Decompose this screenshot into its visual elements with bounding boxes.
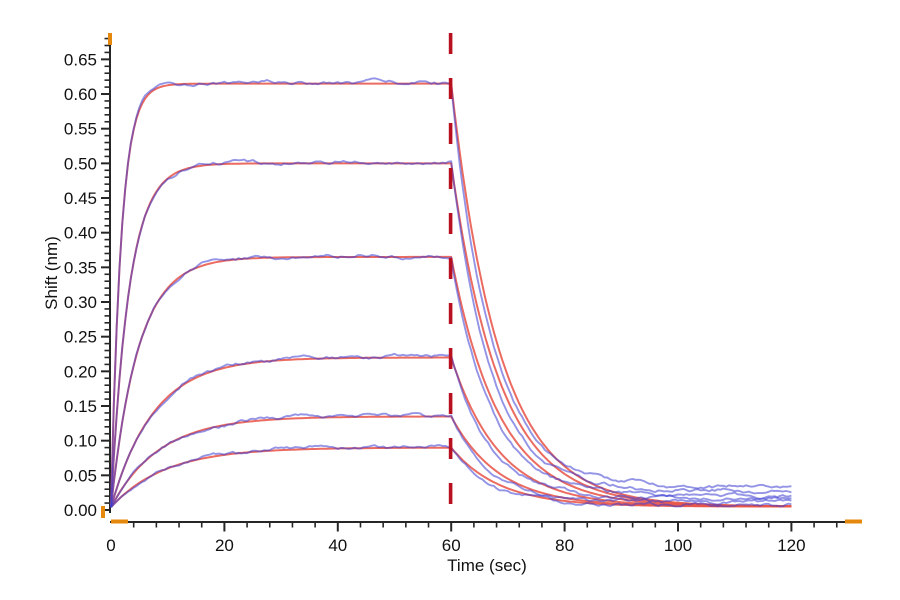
y-axis-tick-label: 0.10 (64, 432, 97, 451)
axis-end-marker (111, 519, 128, 524)
y-axis-tick-label: 0.45 (64, 189, 97, 208)
axes-layer: 0.00 0.05 0.10 0.15 0.20 0.25 0.30 0.35 0.40 0.45… (64, 33, 862, 555)
sensorgram-data-trace-3 (110, 253, 792, 508)
x-axis-tick-label: 40 (328, 536, 347, 555)
y-axis-tick-label: 0.55 (64, 120, 97, 139)
axis-end-marker (845, 519, 862, 524)
kinetic-fit-trace-3 (110, 255, 792, 508)
y-axis-tick-label: 0.15 (64, 397, 97, 416)
y-axis-tick-label: 0.50 (64, 154, 97, 173)
y-axis-tick-label: 0.65 (64, 50, 97, 69)
y-axis-tick-label: 0.05 (64, 466, 97, 485)
y-axis-tick-label: 0.40 (64, 224, 97, 243)
x-axis-tick-label: 60 (442, 536, 461, 555)
y-axis-title: Shift (nm) (42, 236, 61, 310)
x-axis-tick-label: 0 (106, 536, 115, 555)
axis-end-marker (101, 506, 105, 518)
y-axis-tick-label: 0.35 (64, 258, 97, 277)
y-axis-tick-label: 0.60 (64, 85, 97, 104)
x-axis-title: Time (sec) (447, 556, 527, 575)
y-axis-tick-label: 0.30 (64, 293, 97, 312)
y-axis-tick-label: 0.20 (64, 362, 97, 381)
y-axis-tick-label: 0.25 (64, 328, 97, 347)
x-axis-tick-label: 100 (664, 536, 692, 555)
x-axis-tick-label: 80 (555, 536, 574, 555)
sensorgram-data-trace-5 (110, 412, 792, 508)
axis-end-marker (108, 33, 112, 45)
x-axis-tick-label: 20 (215, 536, 234, 555)
sensorgram-data-trace-2 (110, 158, 792, 508)
y-axis-tick-label: 0.00 (64, 501, 97, 520)
x-axis-tick-label: 120 (777, 536, 805, 555)
